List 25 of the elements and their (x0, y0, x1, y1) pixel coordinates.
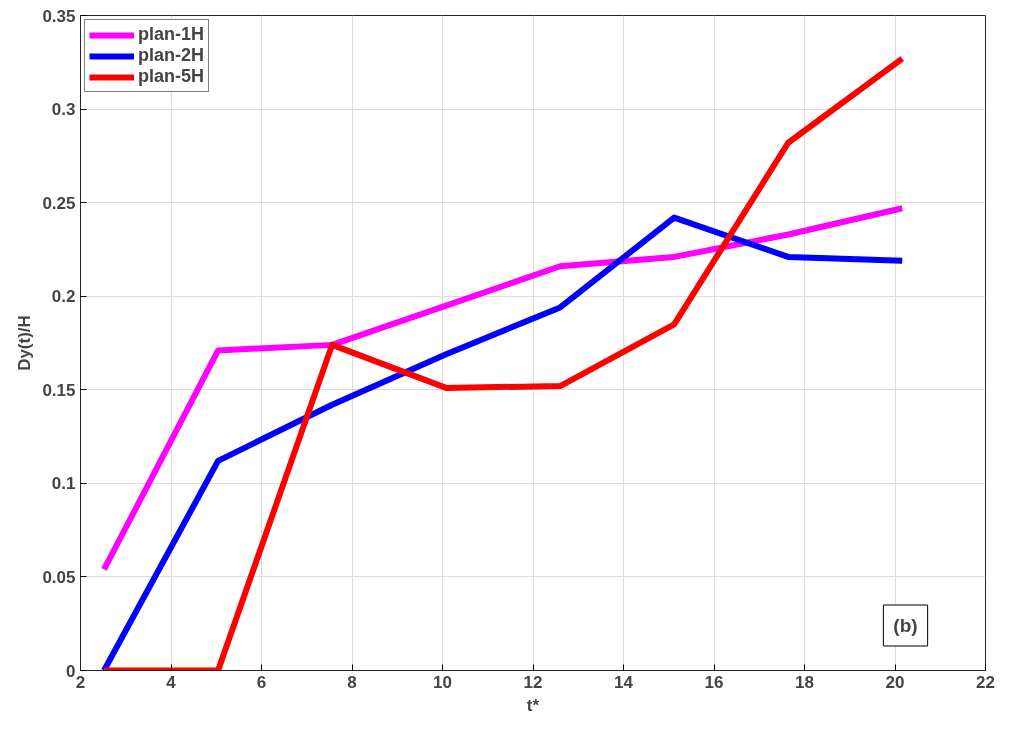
legend-label: plan-1H (138, 24, 205, 45)
y-tick-label: 0.05 (42, 567, 76, 587)
x-tick-label: 2 (75, 672, 86, 692)
y-tick-label: 0.1 (51, 474, 76, 494)
x-tick-label: 6 (256, 672, 267, 692)
y-axis-title: Dy(t)/H (15, 315, 35, 371)
y-tick-label: 0.25 (42, 193, 76, 213)
x-tick-label: 18 (795, 672, 814, 692)
y-tick-label: 0 (66, 661, 76, 681)
y-tick-label: 0.35 (42, 6, 76, 26)
x-tick-label: 16 (704, 672, 724, 692)
x-tick-label: 14 (614, 672, 634, 692)
y-tick-label: 0.2 (51, 287, 76, 307)
y-tick-label: 0.15 (42, 380, 76, 400)
x-tick-label: 20 (885, 672, 905, 692)
legend-label: plan-5H (138, 66, 205, 87)
x-tick-label: 10 (433, 672, 452, 692)
x-tick-label: 4 (166, 672, 177, 692)
annotation: (b) (893, 615, 918, 636)
x-axis-title: t* (526, 695, 540, 715)
legend-label: plan-2H (138, 45, 205, 66)
x-tick-label: 8 (347, 672, 357, 692)
x-tick-label: 22 (976, 672, 995, 692)
x-tick-label: 12 (523, 672, 543, 692)
y-tick-label: 0.3 (51, 100, 76, 120)
